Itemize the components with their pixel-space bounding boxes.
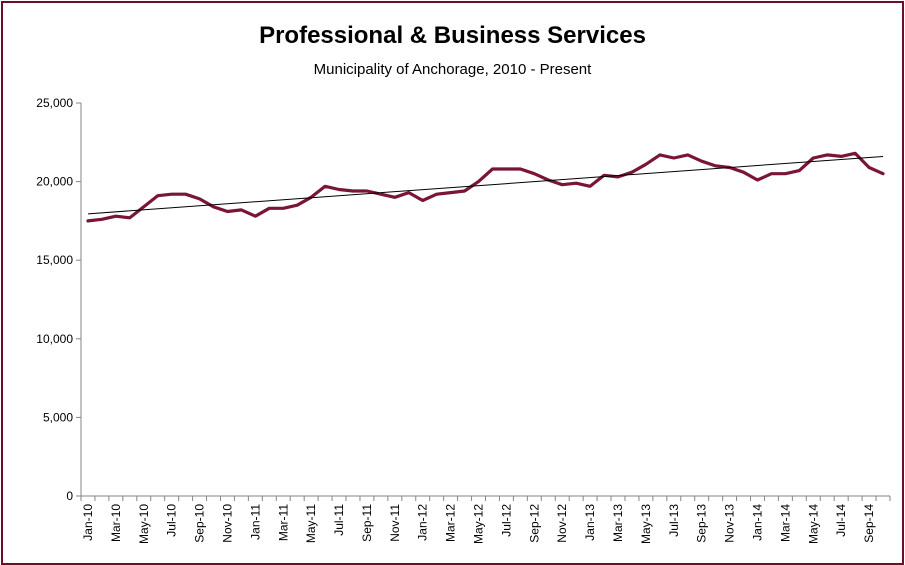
- x-tick-label: Sep-14: [862, 504, 876, 543]
- plot-area: [86, 151, 885, 223]
- x-tick-label: Jul-12: [499, 504, 513, 537]
- x-tick-label: Jul-11: [332, 504, 346, 536]
- x-tick-label: Jan-10: [81, 504, 95, 541]
- x-tick-label: Mar-12: [444, 504, 458, 542]
- series-line: [86, 151, 885, 223]
- x-tick-label: Jan-14: [750, 504, 764, 541]
- x-tick-label: Mar-13: [611, 504, 625, 542]
- x-tick-label: Mar-10: [109, 504, 123, 542]
- x-tick-label: Jul-13: [667, 504, 681, 537]
- y-tick-label: 25,000: [36, 96, 73, 110]
- x-tick-label: Sep-11: [360, 504, 374, 542]
- y-tick-label: 15,000: [36, 253, 73, 267]
- x-tick-label: Mar-11: [276, 504, 290, 541]
- x-tick-label: Jul-10: [165, 504, 179, 537]
- x-tick-label: Nov-11: [388, 504, 402, 542]
- chart-subtitle: Municipality of Anchorage, 2010 - Presen…: [313, 61, 592, 78]
- x-tick-label: May-11: [304, 504, 318, 543]
- chart-title: Professional & Business Services: [259, 22, 646, 49]
- chart-axes: [80, 103, 890, 497]
- x-tick-label: May-13: [639, 504, 653, 544]
- y-tick-label: 10,000: [36, 332, 73, 346]
- y-tick-label: 0: [66, 489, 73, 503]
- y-axis-ticks: 0 5,000 10,000 15,000 20,000 25,000: [36, 96, 81, 503]
- x-tick-label: Sep-13: [695, 504, 709, 543]
- y-tick-label: 20,000: [36, 175, 73, 189]
- x-tick-label: Jul-14: [834, 504, 848, 537]
- x-tick-label: Nov-12: [555, 504, 569, 543]
- x-axis-ticks: Jan-10 Mar-10 May-10 Jul-10 Sep-10 Nov-10 Jan-…: [80, 496, 891, 544]
- x-tick-label: May-10: [137, 504, 151, 544]
- y-tick-label: 5,000: [43, 410, 73, 424]
- x-tick-label: Sep-10: [193, 504, 207, 543]
- trend-line: [87, 155, 884, 215]
- x-tick-label: Jan-12: [416, 504, 430, 541]
- x-tick-label: Mar-14: [778, 504, 792, 542]
- x-tick-label: May-14: [806, 504, 820, 544]
- x-tick-label: May-12: [472, 504, 486, 544]
- x-tick-label: Sep-12: [527, 504, 541, 543]
- x-tick-label: Nov-10: [220, 504, 234, 543]
- x-tick-label: Jan-13: [583, 504, 597, 541]
- x-tick-label: Nov-13: [723, 504, 737, 543]
- x-tick-label: Jan-11: [248, 504, 262, 540]
